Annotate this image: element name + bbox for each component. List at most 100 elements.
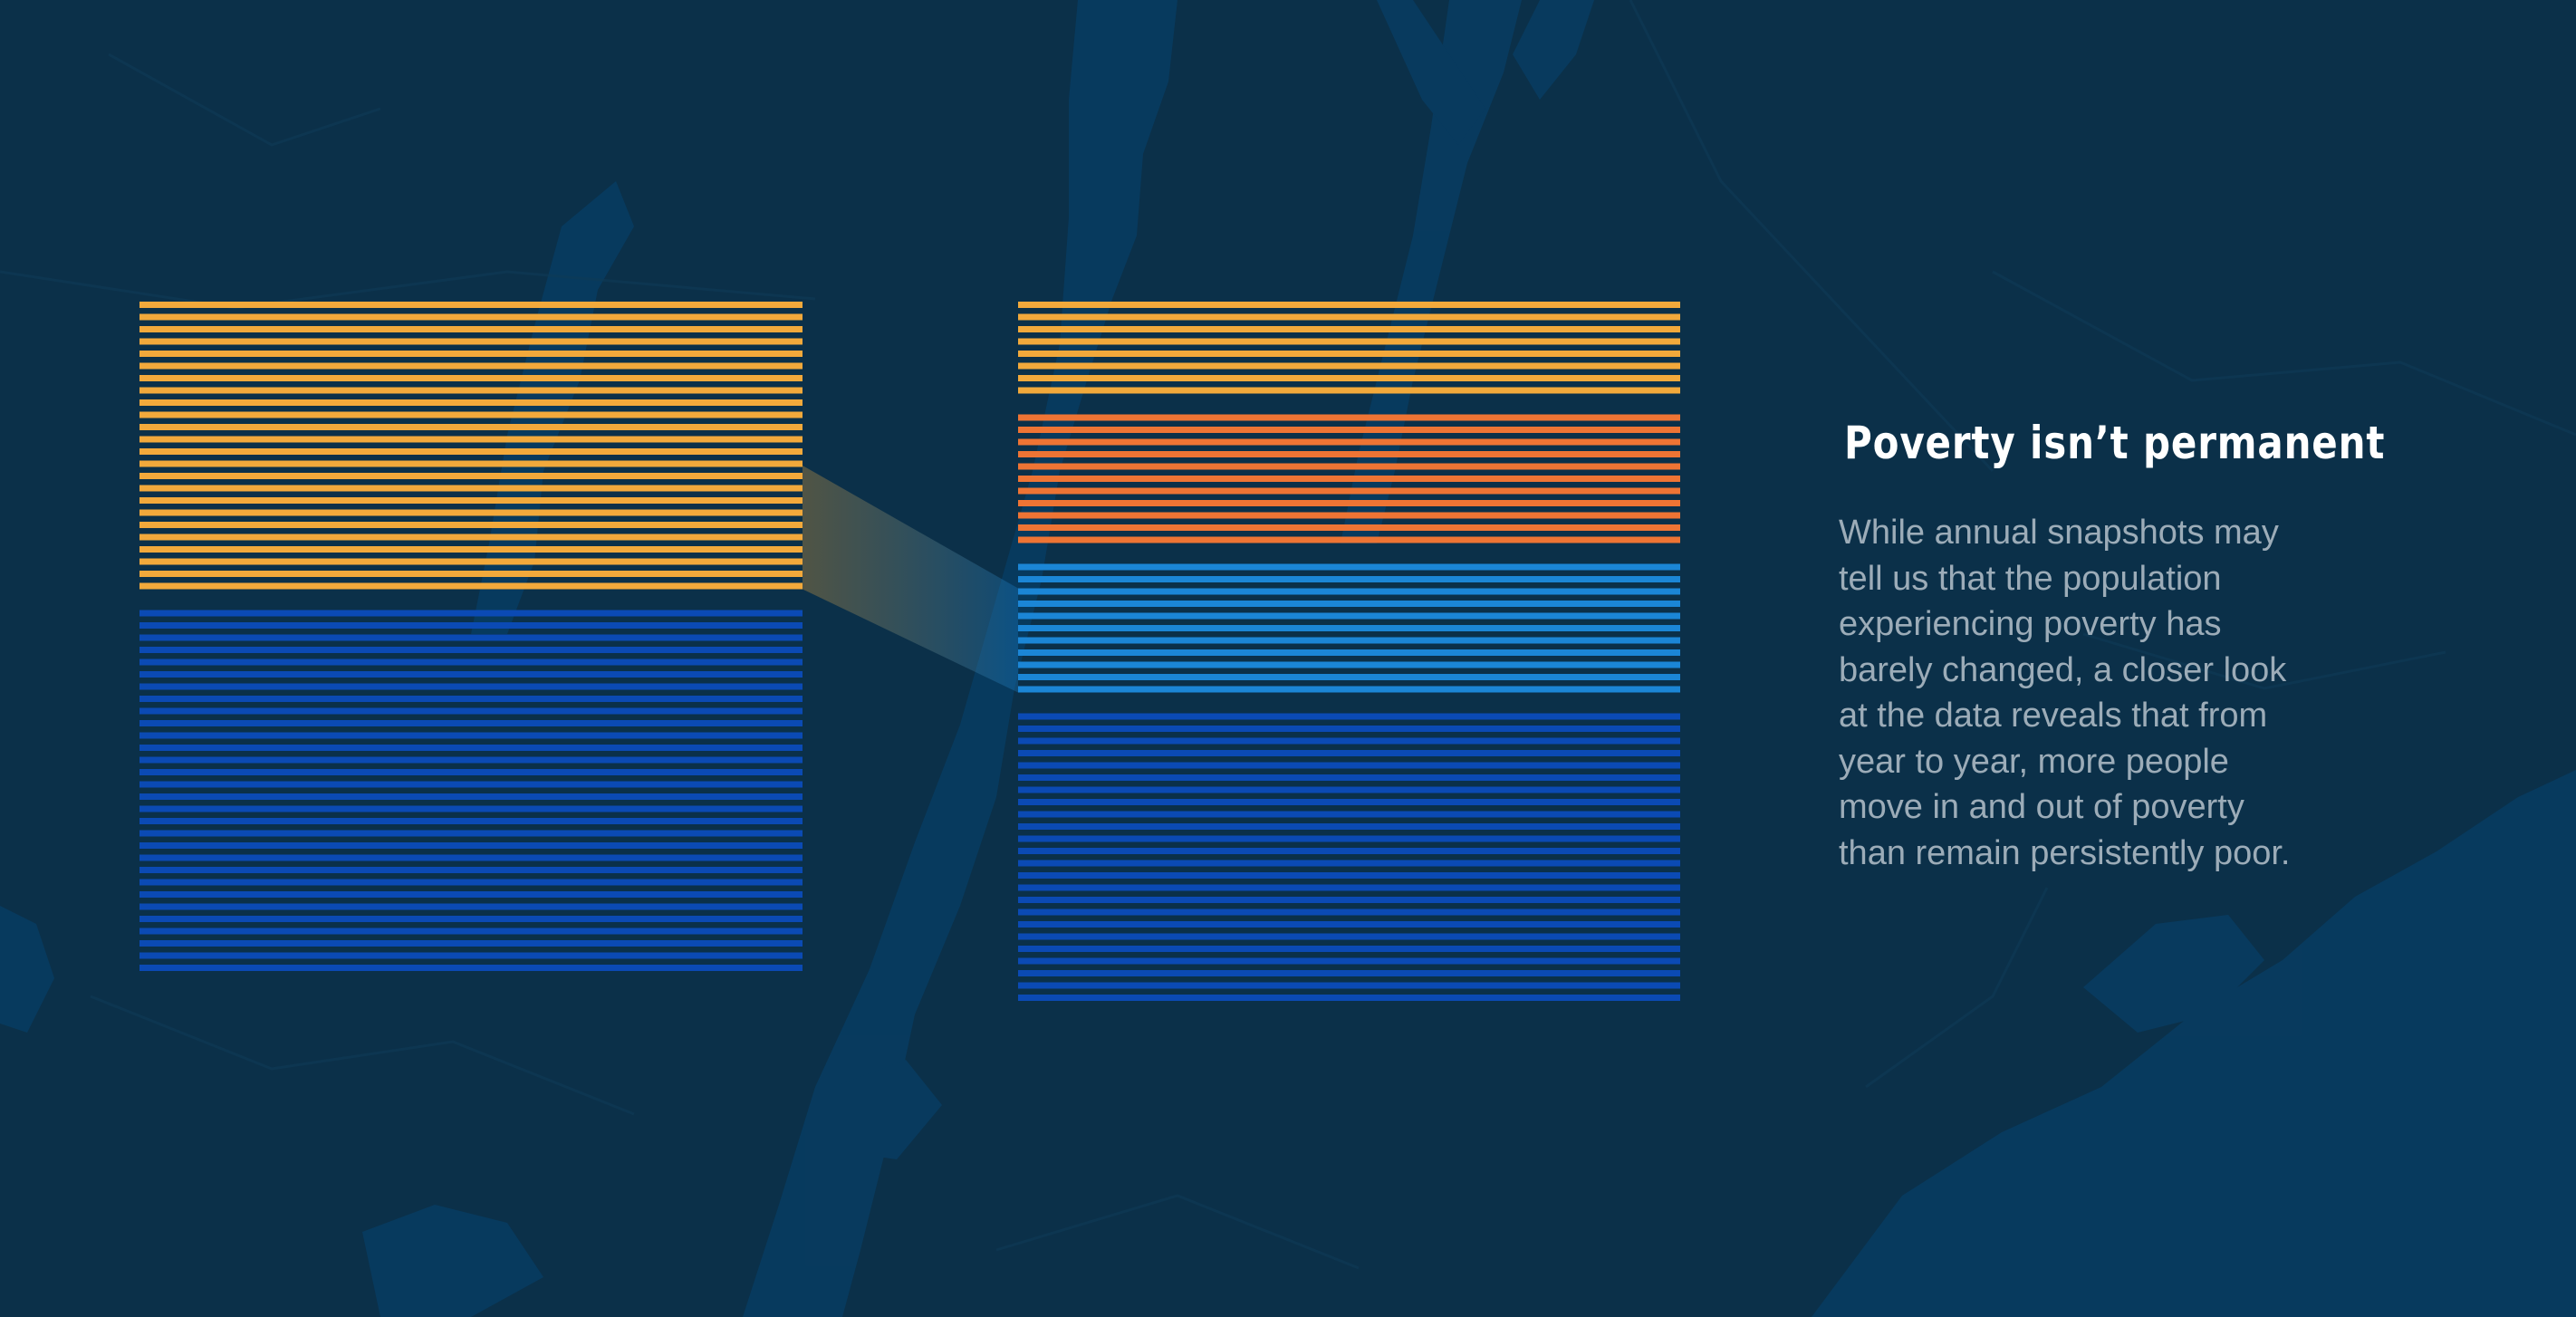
bar-stripe: [139, 534, 803, 541]
caption-line: barely changed, a closer look: [1839, 650, 2287, 689]
caption-panel: Poverty isn’t permanent While annual sna…: [1839, 418, 2400, 876]
bar-stripe: [1018, 933, 1680, 940]
bar-stripe: [139, 399, 803, 406]
bar-stripe: [1018, 588, 1680, 595]
bar-stripe: [1018, 649, 1680, 656]
bar-stripe: [1018, 921, 1680, 928]
bar-stripe: [139, 546, 803, 553]
bar-stripe: [1018, 750, 1680, 756]
bar-stripe: [139, 867, 803, 873]
bar-stripe: [1018, 713, 1680, 720]
bar-stripe: [1018, 982, 1680, 989]
bar-stripe: [139, 756, 803, 764]
caption-line: tell us that the population: [1839, 559, 2222, 598]
bar-stripe: [1018, 897, 1680, 903]
bar-stripe: [1018, 500, 1680, 506]
bar-stripe: [1018, 313, 1680, 321]
bar-stripe: [139, 509, 803, 516]
bar-stripe: [139, 411, 803, 418]
bar-stripe: [139, 940, 803, 947]
bar-stripe: [1018, 835, 1680, 842]
bar-stripe: [139, 634, 803, 641]
bar-stripe: [139, 351, 803, 357]
bar-stripe: [1018, 326, 1680, 332]
bar-stripe: [139, 571, 803, 577]
bar-stripe: [1018, 302, 1680, 308]
bar-stripe: [1018, 414, 1680, 421]
bar-stripe: [139, 916, 803, 922]
bar-stripe: [139, 522, 803, 528]
bar-stripe: [139, 387, 803, 394]
caption-line: experiencing poverty has: [1839, 605, 2222, 643]
bar-stripe: [139, 448, 803, 455]
bar-group: [1018, 713, 1680, 1001]
caption-body: While annual snapshots may tell us that …: [1839, 510, 2400, 876]
bar-stripe: [139, 707, 803, 715]
bar-stripe: [139, 485, 803, 492]
bar-stripe: [1018, 726, 1680, 732]
bar-stripe: [1018, 774, 1680, 781]
bar-stripe: [139, 497, 803, 504]
bar-stripe: [1018, 799, 1680, 805]
bar-stripe: [1018, 536, 1680, 543]
bar-stripe: [1018, 612, 1680, 620]
bar-stripe: [1018, 946, 1680, 952]
bar-stripe: [139, 375, 803, 381]
bar-stripe: [1018, 737, 1680, 745]
bar-stripe: [1018, 351, 1680, 357]
bar-stripe: [1018, 908, 1680, 916]
bar-stripe: [1018, 970, 1680, 976]
bar-stripe: [139, 683, 803, 690]
bar-stripe: [1018, 811, 1680, 818]
bar-stripe: [139, 854, 803, 861]
bar-stripe: [139, 879, 803, 886]
bar-stripe: [139, 696, 803, 702]
bar-stripe: [1018, 637, 1680, 644]
bar-stripe: [139, 891, 803, 898]
bar-stripe: [139, 781, 803, 788]
bar-stripe: [1018, 957, 1680, 965]
caption-line: move in and out of poverty: [1839, 788, 2244, 826]
bar-stripe: [139, 805, 803, 812]
bar-stripe: [139, 952, 803, 959]
bar-stripe: [1018, 601, 1680, 607]
bar-stripe: [139, 582, 803, 590]
bar-stripe: [1018, 463, 1680, 470]
bar-stripe: [1018, 451, 1680, 457]
bar-stripe: [1018, 563, 1680, 571]
bar-group: [139, 302, 803, 590]
bar-stripe: [1018, 674, 1680, 680]
bar-stripe: [1018, 762, 1680, 769]
bar-stripe: [139, 671, 803, 678]
bar-stripe: [139, 903, 803, 910]
bar-stripe: [139, 436, 803, 443]
bar-stripe: [1018, 823, 1680, 830]
bar-stripe: [139, 732, 803, 739]
bar-group: [1018, 414, 1680, 543]
bar-stripe: [1018, 487, 1680, 495]
bar-stripe: [139, 610, 803, 617]
caption-line: than remain persistently poor.: [1839, 833, 2291, 872]
caption-heading: Poverty isn’t permanent: [1844, 417, 2386, 469]
bar-stripe: [139, 720, 803, 726]
caption-line: While annual snapshots may: [1839, 514, 2279, 552]
caption-line: year to year, more people: [1839, 742, 2229, 781]
bar-stripe: [1018, 576, 1680, 582]
bar-stripe: [139, 793, 803, 800]
bar-stripe: [139, 622, 803, 629]
bar-stripe: [139, 658, 803, 666]
bar-stripe: [1018, 995, 1680, 1001]
bar-group: [139, 610, 803, 971]
bar-stripe: [139, 362, 803, 370]
bar-stripe: [139, 818, 803, 824]
bar-stripe: [1018, 872, 1680, 879]
bar-stripe: [139, 965, 803, 971]
bar-stripe: [1018, 848, 1680, 854]
bar-stripe: [139, 326, 803, 332]
bar-stripe: [1018, 338, 1680, 345]
bar-stripe: [1018, 625, 1680, 631]
bar-group: [1018, 563, 1680, 693]
bar-stripe: [139, 302, 803, 308]
bar-stripe: [1018, 686, 1680, 693]
